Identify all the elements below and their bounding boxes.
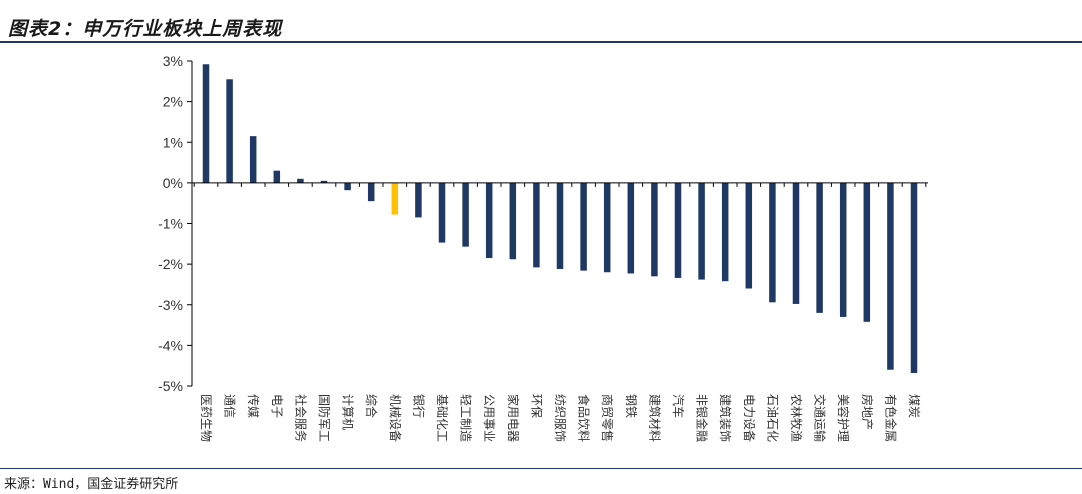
category-label: 家用电器 (506, 394, 521, 442)
y-tick-label: -5% (158, 378, 183, 394)
bar (863, 182, 871, 322)
y-tick-label: -1% (158, 216, 183, 232)
bar (910, 182, 918, 373)
bar (674, 182, 682, 278)
bar (462, 182, 469, 247)
bar (698, 182, 705, 280)
chart-title: 图表2：申万行业板块上周表现 (8, 18, 283, 40)
bar (580, 182, 587, 271)
source-note: 来源：Wind，国金证券研究所 (4, 477, 179, 492)
bar (202, 64, 210, 183)
category-label: 基础化工 (435, 394, 449, 442)
y-tick-label: 1% (163, 134, 183, 150)
y-tick-label: 3% (163, 53, 183, 69)
category-label: 石油石化 (765, 394, 779, 442)
category-label: 纺织服饰 (553, 394, 567, 442)
category-label: 综合 (364, 394, 379, 418)
category-label: 传媒 (246, 394, 261, 418)
category-label: 计算机 (341, 394, 356, 430)
category-label: 医药生物 (199, 394, 213, 442)
bar (651, 182, 658, 277)
category-label: 农林牧渔 (789, 394, 803, 442)
bar (367, 182, 375, 202)
category-label: 电力设备 (742, 394, 756, 442)
bar (391, 182, 399, 215)
y-tick-label: -3% (158, 297, 183, 313)
bar (745, 182, 753, 289)
bar-chart: 3% 2% 1% 0% -1% -2% -3% -4% -5% 医药生物 通信 传媒 电子 社会服务 国防军… (158, 53, 928, 442)
category-label: 社会服务 (293, 394, 308, 442)
category-label: 煤炭 (907, 394, 921, 418)
title-divider (0, 41, 1082, 43)
category-label: 机械设备 (388, 394, 403, 442)
bar (627, 182, 635, 274)
category-label: 通信 (223, 394, 237, 418)
footer-divider (0, 468, 1082, 469)
y-tick-label: -2% (158, 256, 183, 272)
bar (344, 182, 351, 191)
category-label: 建筑材料 (647, 394, 662, 442)
category-label: 轻工制造 (459, 394, 473, 442)
bar (320, 180, 328, 183)
bar (438, 182, 446, 243)
bar (556, 182, 564, 269)
y-tick-label: 2% (163, 94, 183, 110)
category-label: 国防军工 (317, 394, 332, 442)
category-label: 钢铁 (624, 394, 638, 418)
category-label: 电子 (270, 394, 284, 418)
y-tick-label: 0% (163, 175, 183, 191)
category-label: 建筑装饰 (718, 394, 733, 442)
category-label: 食品饮料 (577, 394, 592, 442)
bar (509, 182, 517, 260)
y-tick-label: -4% (158, 337, 183, 353)
bar (415, 182, 422, 218)
category-label: 美容护理 (836, 394, 851, 442)
bar (249, 136, 257, 183)
bar (792, 182, 800, 304)
bar (887, 182, 894, 370)
bar (603, 182, 611, 273)
category-label: 交通运输 (813, 394, 828, 442)
category-label: 商贸零售 (600, 394, 615, 442)
bar (533, 182, 540, 268)
bar (769, 182, 776, 303)
bar (839, 182, 847, 317)
category-label: 银行 (411, 394, 425, 418)
category-label: 非银金融 (695, 394, 710, 442)
category-label: 环保 (529, 394, 543, 418)
bar (721, 182, 729, 282)
bar (816, 182, 823, 313)
category-label: 公用事业 (482, 394, 496, 442)
bar (226, 79, 233, 183)
category-label: 房地产 (860, 394, 875, 430)
bar (273, 170, 281, 183)
bar (297, 178, 304, 183)
category-label: 有色金属 (883, 394, 898, 442)
category-label: 汽车 (671, 394, 686, 418)
bar (485, 182, 493, 259)
